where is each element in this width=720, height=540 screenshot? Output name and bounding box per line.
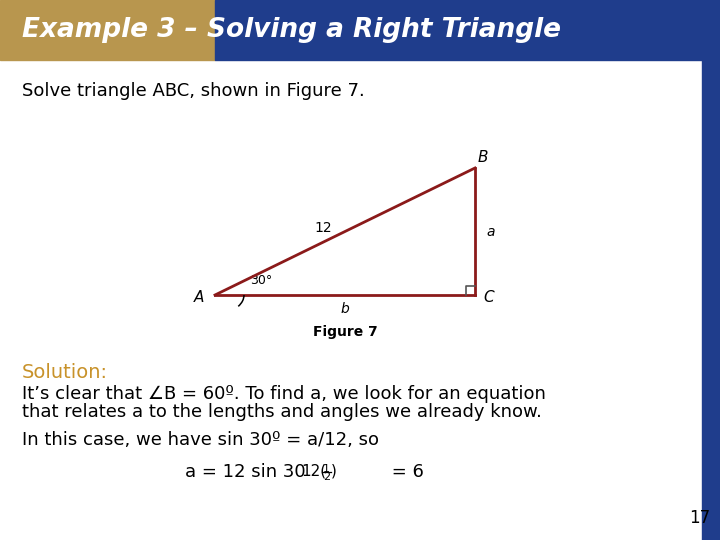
Text: 17: 17: [690, 509, 711, 527]
Text: It’s clear that ∠B = 60º. To find a, we look for an equation: It’s clear that ∠B = 60º. To find a, we …: [22, 385, 546, 403]
Text: ): ): [331, 463, 337, 478]
Text: 30°: 30°: [250, 274, 272, 287]
Text: = 6: = 6: [363, 463, 424, 481]
Text: 12: 12: [314, 220, 332, 234]
Text: b: b: [341, 302, 349, 316]
Text: C: C: [484, 289, 495, 305]
Text: 12(: 12(: [301, 463, 326, 478]
Text: A: A: [194, 289, 204, 305]
Text: that relates a to the lengths and angles we already know.: that relates a to the lengths and angles…: [22, 403, 542, 421]
Bar: [215, 0, 720, 60]
Text: Figure 7: Figure 7: [312, 325, 377, 339]
Text: 1: 1: [323, 464, 330, 474]
Text: In this case, we have sin 30º = a/12, so: In this case, we have sin 30º = a/12, so: [22, 431, 379, 449]
Text: Solve triangle ABC, shown in Figure 7.: Solve triangle ABC, shown in Figure 7.: [22, 82, 365, 100]
Text: Solution:: Solution:: [22, 363, 108, 382]
Text: a: a: [487, 225, 495, 239]
Bar: [0, 0, 215, 60]
Text: B: B: [478, 151, 488, 165]
Text: 2: 2: [323, 472, 330, 482]
Bar: [702, 0, 720, 540]
Text: Example 3 – Solving a Right Triangle: Example 3 – Solving a Right Triangle: [22, 17, 561, 43]
Text: a = 12 sin 30: a = 12 sin 30: [185, 463, 305, 481]
